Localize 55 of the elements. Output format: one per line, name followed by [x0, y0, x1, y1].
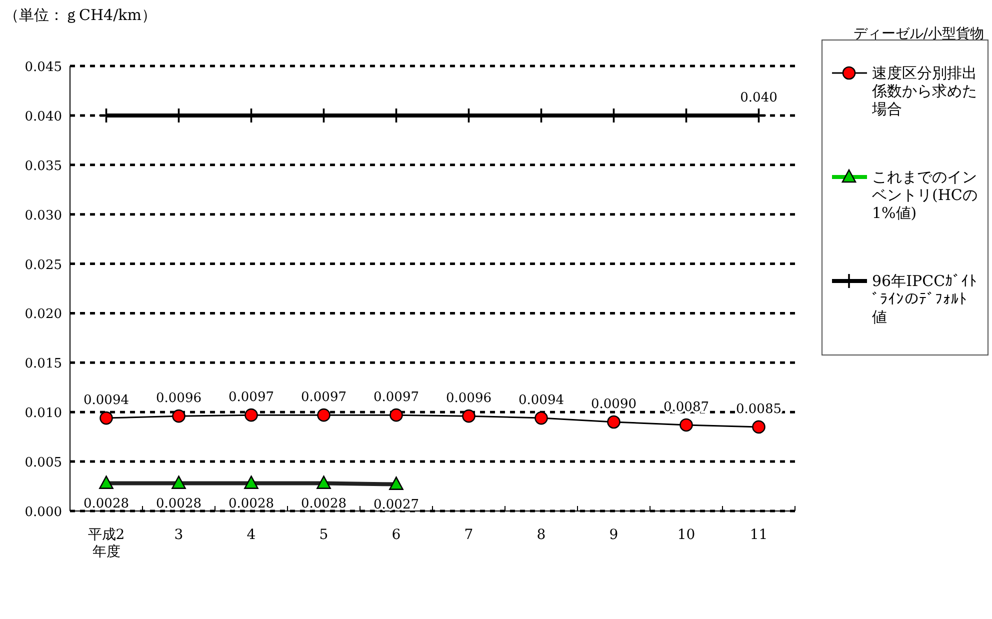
data-label: 0.0094	[518, 393, 564, 408]
x-tick-label: 9	[609, 527, 618, 543]
x-tick-label: 7	[464, 527, 474, 543]
point	[389, 476, 404, 490]
point	[244, 476, 258, 489]
y-tick-label: 0.020	[24, 307, 62, 322]
text: ディーゼル/小型貨物	[853, 26, 984, 42]
data-label: 0.0028	[84, 496, 129, 512]
y-tick-label: 0.015	[24, 356, 62, 372]
legend-label: これまでのインベントリ(HCの1%値)	[872, 168, 978, 222]
point	[100, 411, 113, 425]
y-tick-label: 0.005	[24, 456, 62, 471]
data-label: 0.0097	[228, 390, 274, 406]
data-label: 0.0096	[156, 391, 202, 406]
data-label: 0.0094	[84, 393, 129, 408]
y-tick-label: 0.000	[24, 505, 62, 520]
y-tick-label: 0.040	[24, 109, 62, 124]
data-label: 0.0096	[446, 391, 492, 406]
y-axis-title: （単位：ｇCH4/km）	[4, 6, 156, 24]
data-label: 0.0087	[664, 400, 709, 415]
point	[390, 408, 403, 422]
point	[316, 476, 331, 489]
x-tick-label: 4	[246, 527, 256, 543]
data-label: 0.0097	[374, 390, 419, 406]
data-label: 0.0028	[301, 496, 346, 512]
point	[172, 476, 186, 489]
point	[99, 476, 114, 489]
point	[317, 408, 330, 422]
point	[534, 411, 548, 425]
x-tick-label: 6	[392, 527, 401, 543]
y-tick-label: 0.025	[24, 258, 62, 273]
legend-label: 速度区分別排出係数から求めた場合	[871, 64, 977, 118]
legend-label: 96年IPCCｶﾞｲﾄﾞﾗｲﾝのﾃﾞﾌｫﾙﾄ値	[872, 272, 978, 326]
point	[752, 420, 766, 434]
data-label: 0.0028	[228, 496, 274, 512]
x-tick-label: 平成2年度	[88, 527, 125, 560]
x-tick-label: 11	[750, 527, 768, 543]
data-label: 0.0028	[156, 496, 202, 512]
data-label: 0.0090	[591, 397, 636, 412]
y-tick-label: 0.010	[24, 406, 62, 422]
y-tick-label: 0.035	[24, 158, 62, 174]
point	[462, 409, 476, 423]
x-tick-label: 8	[536, 527, 546, 543]
data-label: 0.0027	[374, 497, 419, 512]
x-tick-label: 5	[319, 527, 328, 543]
y-tick-label: 0.030	[24, 208, 62, 224]
point	[607, 415, 620, 429]
x-tick-label: 3	[174, 527, 184, 543]
point	[244, 408, 258, 422]
data-label: 0.0097	[301, 390, 346, 406]
point	[172, 409, 186, 423]
data-label: 0.040	[740, 90, 778, 106]
y-tick-label: 0.045	[24, 60, 62, 75]
x-tick-label: 10	[677, 527, 696, 543]
point	[680, 418, 693, 432]
